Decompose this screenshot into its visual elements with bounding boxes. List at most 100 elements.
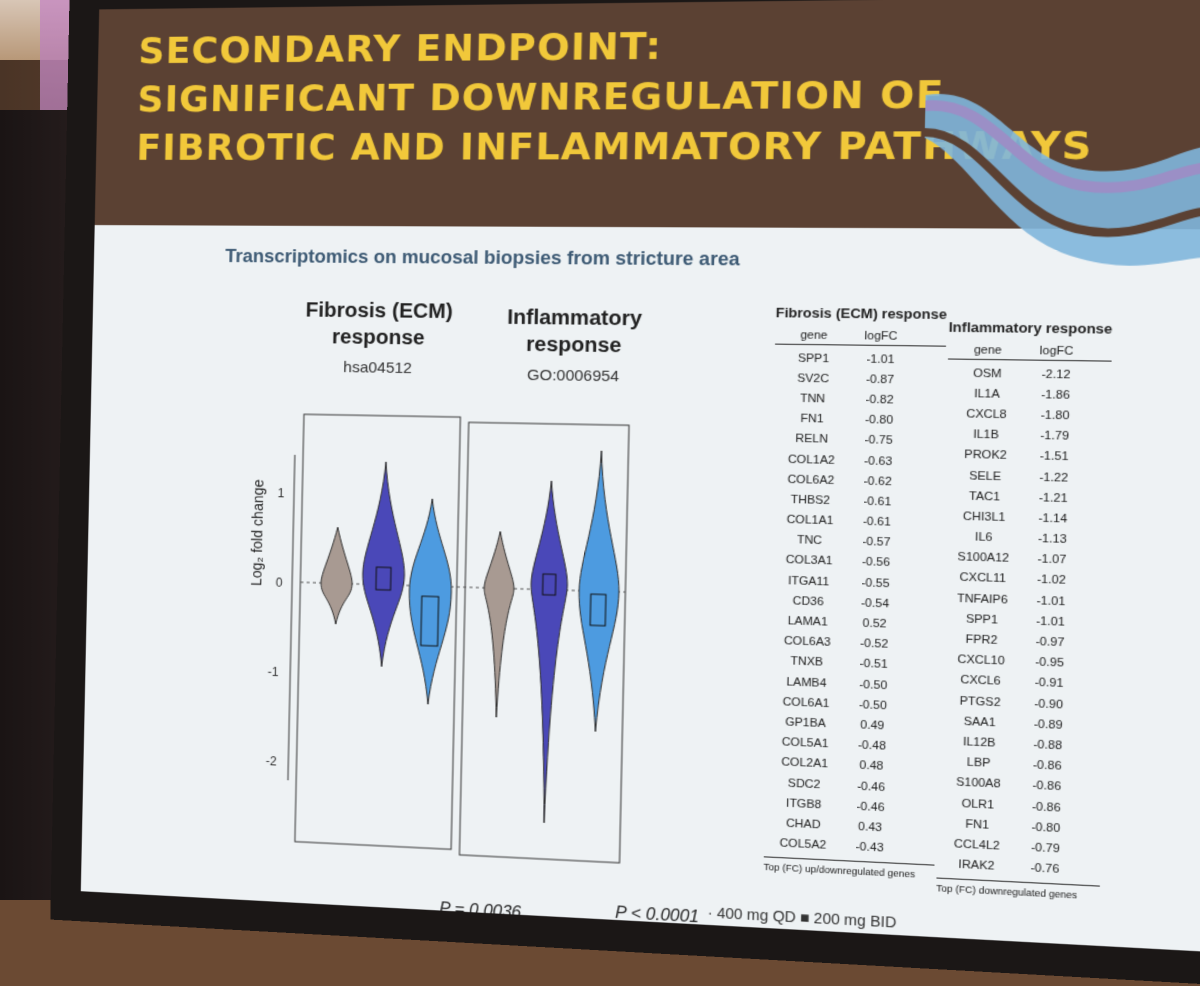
y-tick-neg1: -1: [267, 665, 279, 680]
gene-cell: CXCL8: [947, 408, 1027, 422]
gene-cell: IL6: [944, 530, 1024, 545]
gene-cell: LAMB4: [768, 675, 846, 690]
logfc-cell: -1.14: [1024, 512, 1082, 526]
gene-cell: TNN: [774, 392, 852, 406]
decorative-wave: [921, 72, 1200, 290]
logfc-cell: -0.43: [842, 840, 898, 855]
gene-cell: COL1A1: [771, 513, 849, 528]
col-logfc: logFC: [853, 330, 909, 343]
logfc-cell: -0.50: [845, 698, 901, 713]
logfc-cell: -0.82: [851, 393, 907, 407]
gene-cell: THBS2: [771, 493, 849, 507]
inflammatory-table: Inflammatory response gene logFC OSM -2.1…: [936, 319, 1112, 901]
gene-cell: LAMA1: [769, 614, 847, 629]
violin-fibrosis-placebo: [320, 527, 353, 625]
logfc-cell: -1.07: [1023, 553, 1081, 567]
gene-cell: LBP: [939, 755, 1019, 771]
panel-title-fibrosis: Fibrosis (ECM) response: [274, 297, 484, 353]
logfc-cell: -1.02: [1023, 573, 1081, 588]
logfc-cell: -0.61: [849, 495, 905, 509]
gene-cell: COL6A1: [767, 695, 845, 711]
table-row: SV2C -0.87: [774, 368, 946, 391]
gene-cell: SV2C: [774, 372, 852, 386]
panel-code-fibrosis: hsa04512: [274, 358, 483, 378]
logfc-cell: -0.91: [1020, 676, 1078, 691]
logfc-cell: -0.62: [850, 475, 906, 489]
y-tick-1: 1: [277, 486, 285, 500]
logfc-cell: 0.49: [844, 718, 900, 733]
gene-cell: FPR2: [942, 633, 1022, 648]
logfc-cell: -0.97: [1021, 635, 1079, 650]
logfc-cell: -1.13: [1023, 532, 1081, 546]
fibrosis-table: Fibrosis (ECM) response gene logFC SPP1 -…: [763, 305, 947, 881]
gene-cell: COL6A3: [768, 634, 846, 649]
projection-screen: SECONDARY ENDPOINT: SIGNIFICANT DOWNREGU…: [50, 0, 1200, 986]
logfc-cell: -0.88: [1019, 738, 1077, 753]
gene-cell: COL5A2: [764, 836, 842, 852]
gene-cell: PTGS2: [940, 694, 1020, 710]
slide-title-line-2: SIGNIFICANT DOWNREGULATION OF: [137, 74, 945, 121]
y-axis-line: [288, 455, 295, 780]
gene-cell: SELE: [945, 469, 1025, 484]
gene-cell: CXCL11: [943, 571, 1023, 586]
gene-cell: CXCL10: [941, 653, 1021, 669]
gene-cell: SPP1: [775, 352, 853, 366]
logfc-cell: -0.46: [843, 779, 899, 794]
col-logfc: logFC: [1028, 344, 1086, 358]
gene-cell: SAA1: [940, 714, 1020, 730]
logfc-cell: -0.89: [1019, 717, 1077, 732]
logfc-cell: -0.75: [851, 434, 907, 448]
col-gene: gene: [775, 329, 853, 343]
gene-cell: PROK2: [946, 448, 1026, 462]
logfc-cell: -0.63: [850, 454, 906, 468]
logfc-cell: -0.55: [847, 576, 903, 590]
gene-cell: CCL4L2: [937, 837, 1017, 854]
gene-cell: IL1B: [946, 428, 1026, 442]
logfc-cell: -0.80: [1017, 820, 1075, 835]
table-row: OSM -2.12: [947, 363, 1111, 386]
logfc-cell: -1.79: [1026, 429, 1084, 443]
gene-cell: IL1A: [947, 387, 1027, 401]
logfc-cell: 0.48: [843, 759, 899, 774]
logfc-cell: -0.54: [847, 596, 903, 610]
gene-cell: CXCL6: [941, 673, 1021, 689]
violin-fibrosis-400mg: [361, 461, 407, 667]
y-tick-neg2: -2: [266, 754, 278, 769]
gene-cell: TNC: [771, 533, 849, 548]
logfc-cell: -0.57: [848, 535, 904, 549]
violin-plot: Log₂ fold change 1 0 -1 -2: [233, 383, 643, 869]
gene-cell: COL2A1: [766, 756, 844, 772]
y-tick-0: 0: [276, 575, 284, 589]
gene-cell: TNFAIP6: [943, 592, 1023, 607]
logfc-cell: -1.01: [1022, 594, 1080, 609]
gene-cell: IL12B: [939, 735, 1019, 751]
logfc-cell: -0.51: [846, 657, 902, 672]
gene-cell: ITGA11: [770, 574, 848, 589]
slide-subtitle: Transcriptomics on mucosal biopsies from…: [225, 246, 740, 271]
violin-inflammatory-200mg: [576, 450, 622, 732]
logfc-cell: 0.43: [842, 820, 898, 835]
pvalue-fibrosis: P = 0.0036: [439, 900, 521, 923]
gene-cell: COL3A1: [770, 554, 848, 569]
logfc-cell: -0.86: [1018, 779, 1076, 794]
logfc-cell: -0.86: [1018, 758, 1076, 773]
logfc-cell: -0.61: [849, 515, 905, 529]
table-row: IL1A -1.86: [947, 383, 1111, 406]
table-row: SPP1 -1.01: [775, 348, 947, 371]
legend: · 400 mg QD ■ 200 mg BID: [707, 904, 896, 931]
logfc-cell: -1.80: [1026, 409, 1084, 423]
gene-cell: OSM: [948, 367, 1028, 381]
presentation-slide: SECONDARY ENDPOINT: SIGNIFICANT DOWNREGU…: [81, 0, 1200, 952]
gene-cell: SDC2: [765, 776, 843, 792]
logfc-cell: -0.52: [846, 637, 902, 652]
logfc-cell: -1.21: [1024, 491, 1082, 505]
logfc-cell: -0.90: [1020, 697, 1078, 712]
gene-cell: RELN: [773, 432, 851, 446]
inflammatory-table-title: Inflammatory response: [949, 319, 1113, 337]
table-row: TNN -0.82: [774, 388, 946, 411]
panel-title-inflammatory: Inflammatory response: [483, 304, 667, 360]
y-axis-label: Log₂ fold change: [248, 479, 267, 586]
gene-cell: COL1A2: [772, 453, 850, 467]
gene-cell: CHI3L1: [944, 510, 1024, 525]
gene-cell: TAC1: [945, 489, 1025, 504]
